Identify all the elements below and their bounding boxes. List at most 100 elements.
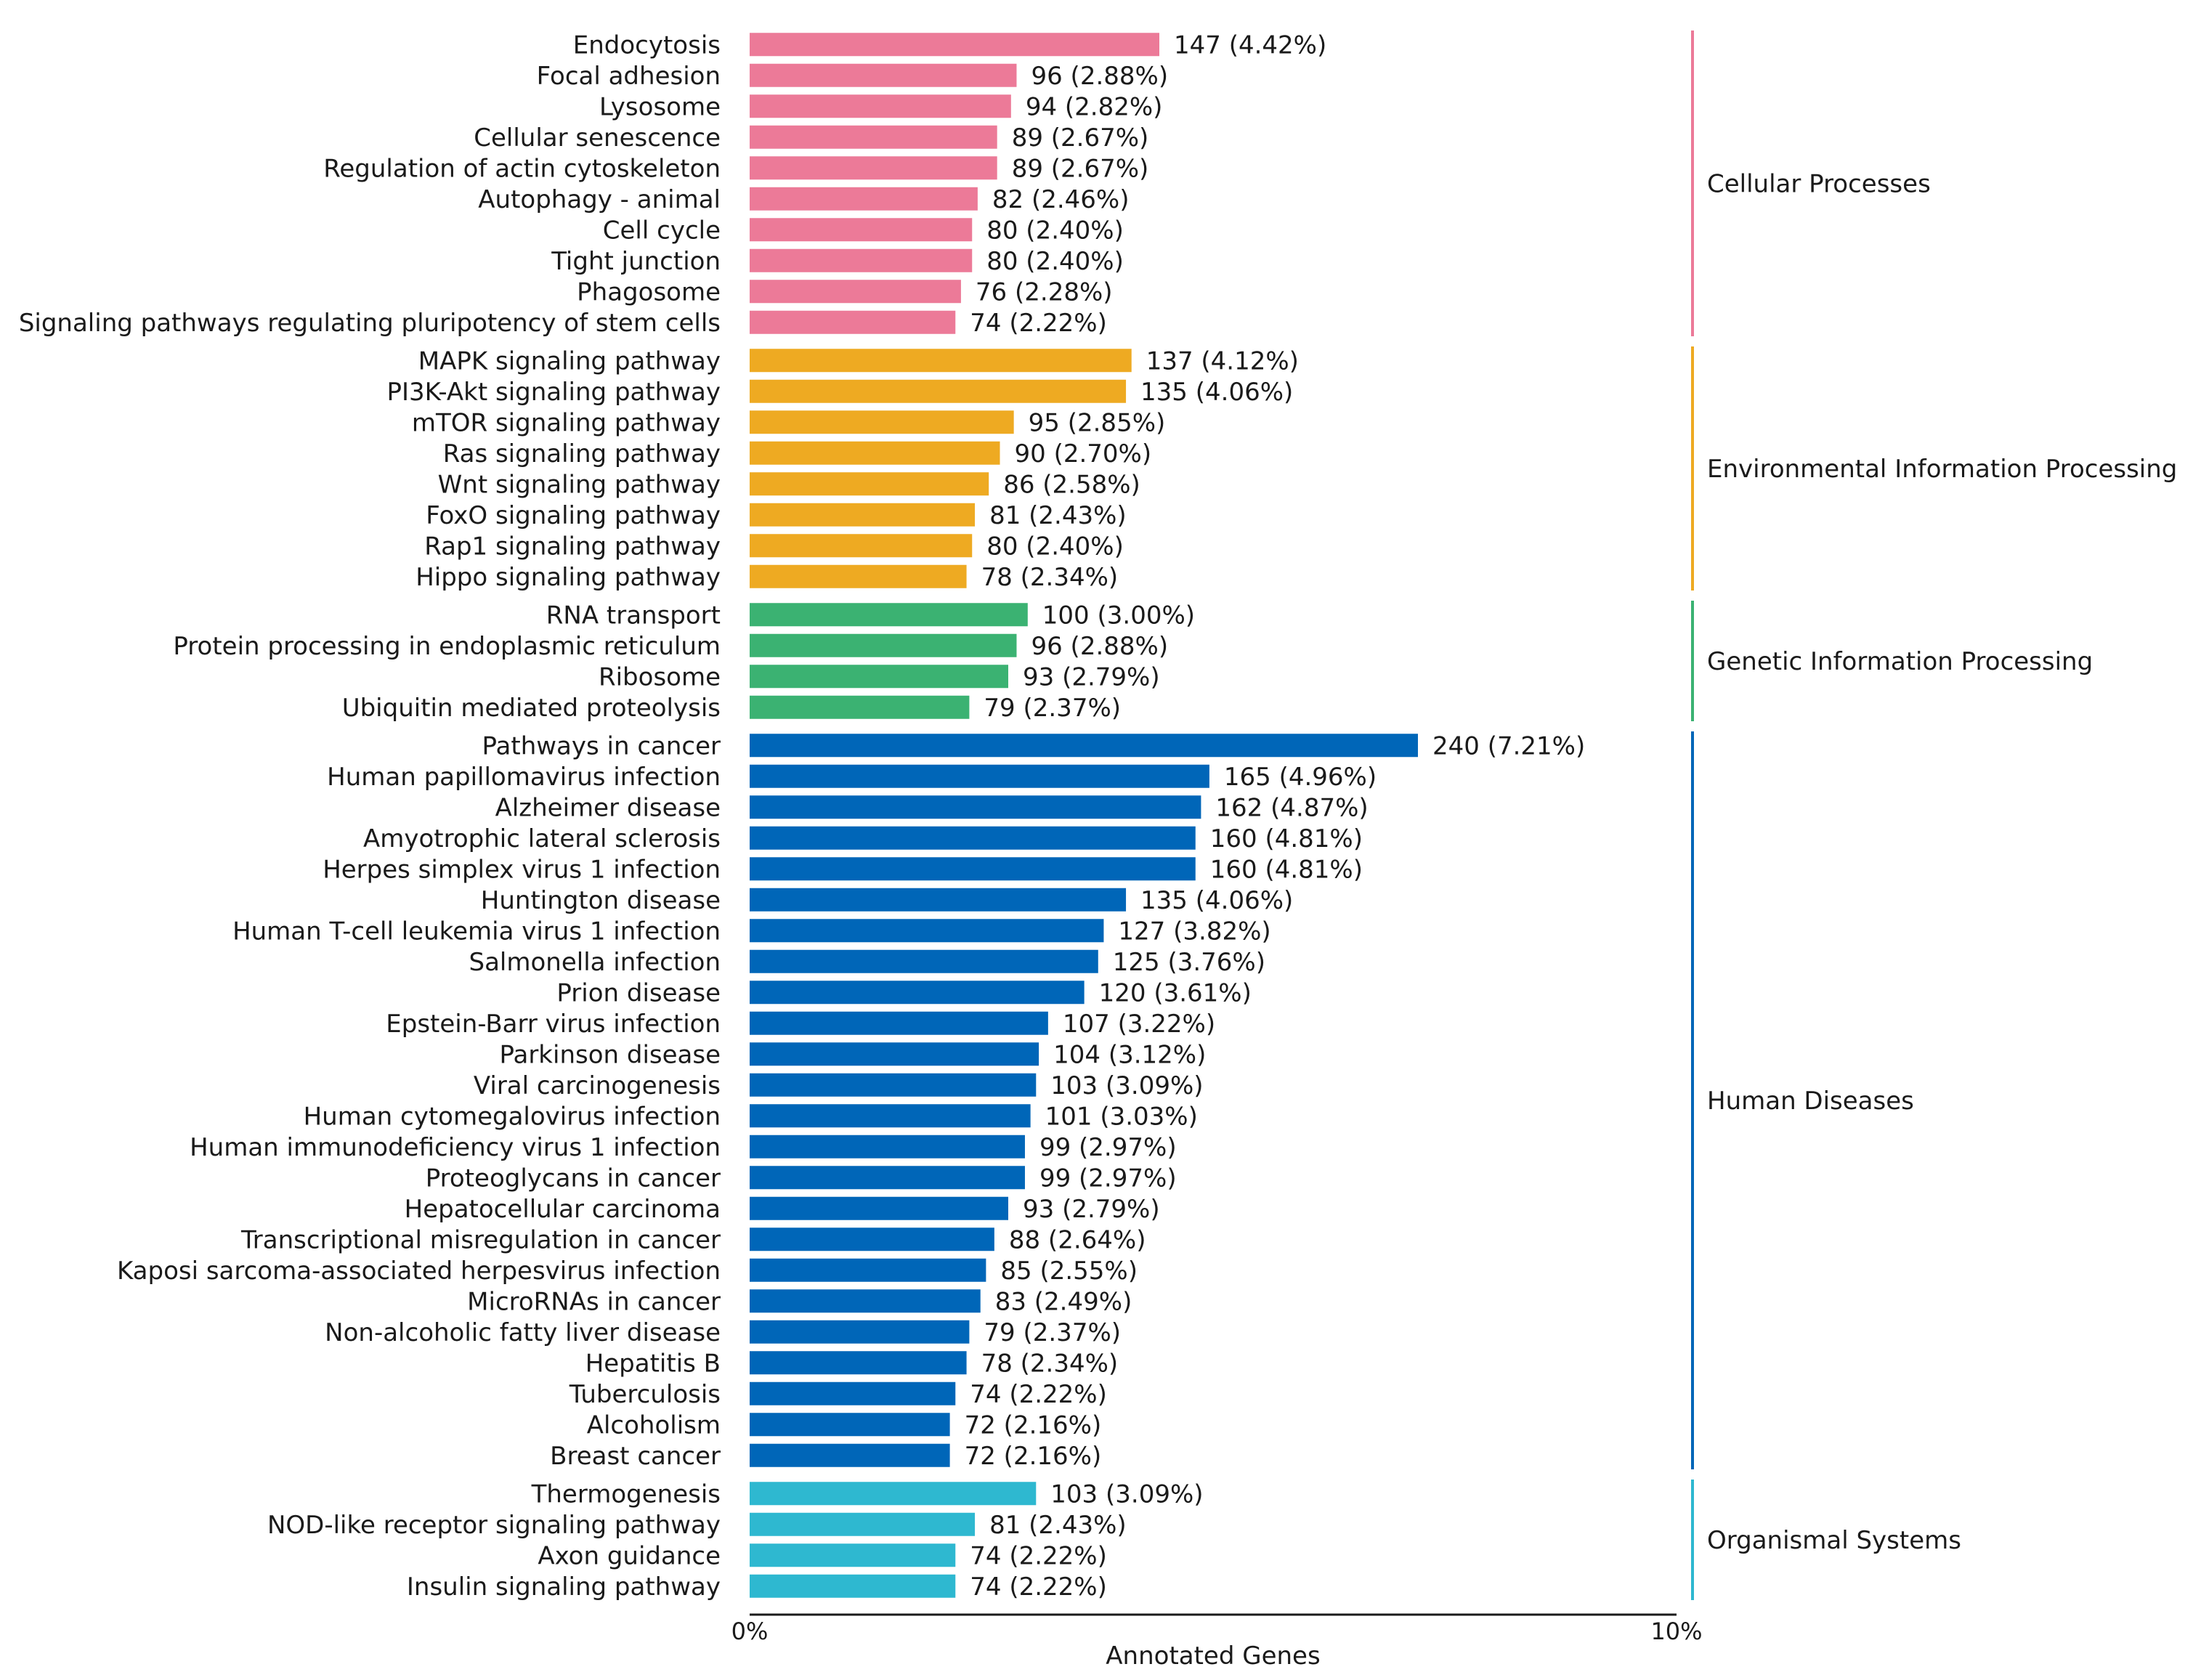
value-label: 99 (2.97%) (1039, 1164, 1177, 1193)
category-label: Hepatitis B (585, 1349, 721, 1378)
group-label: Genetic Information Processing (1707, 647, 2093, 676)
value-label: 86 (2.58%) (1003, 470, 1140, 499)
value-label: 120 (3.61%) (1099, 978, 1252, 1007)
category-label: Salmonella infection (469, 948, 721, 977)
bar (750, 857, 1196, 881)
bar (750, 1196, 1009, 1220)
value-label: 74 (2.22%) (970, 1541, 1107, 1570)
bar (750, 187, 978, 211)
category-label: Cellular senescence (474, 123, 721, 153)
category-label: FoxO signaling pathway (426, 501, 721, 530)
bar (750, 1543, 956, 1567)
category-label: Insulin signaling pathway (407, 1573, 721, 1602)
category-label: Epstein-Barr virus infection (386, 1010, 721, 1039)
value-label: 240 (7.21%) (1432, 731, 1585, 760)
category-label: Thermogenesis (531, 1480, 721, 1509)
value-label: 160 (4.81%) (1210, 855, 1363, 884)
value-label: 127 (3.82%) (1118, 917, 1270, 946)
category-label: Ras signaling pathway (443, 439, 721, 468)
category-label: Protein processing in endoplasmic reticu… (173, 632, 721, 661)
bar (750, 1351, 967, 1375)
value-label: 82 (2.46%) (992, 185, 1130, 214)
x-tick-label-0: 0% (731, 1618, 769, 1645)
category-label: Signaling pathways regulating pluripoten… (19, 309, 721, 338)
value-label: 160 (4.81%) (1210, 824, 1363, 853)
value-label: 96 (2.88%) (1031, 632, 1168, 661)
value-label: 101 (3.03%) (1045, 1102, 1198, 1131)
category-label: mTOR signaling pathway (412, 408, 721, 437)
bar (750, 734, 1418, 758)
value-label: 85 (2.55%) (1000, 1257, 1138, 1286)
bar (750, 218, 973, 242)
value-label: 72 (2.16%) (965, 1411, 1102, 1440)
category-label: Tuberculosis (569, 1380, 721, 1409)
bar (750, 888, 1127, 912)
category-label: Human papillomavirus infection (327, 763, 721, 792)
category-label: Herpes simplex virus 1 infection (323, 855, 721, 884)
value-label: 107 (3.22%) (1063, 1010, 1215, 1039)
value-label: 135 (4.06%) (1140, 378, 1293, 407)
category-label: Proteoglycans in cancer (426, 1164, 721, 1193)
bar (750, 665, 1009, 689)
value-label: 88 (2.64%) (1009, 1225, 1146, 1254)
bar (750, 603, 1028, 627)
category-label: Axon guidance (538, 1541, 721, 1570)
category-label: Ubiquitin mediated proteolysis (342, 694, 721, 723)
bar (750, 1042, 1039, 1066)
category-label: Phagosome (577, 277, 721, 307)
group-label: Cellular Processes (1707, 170, 1931, 199)
category-label: Hippo signaling pathway (416, 563, 721, 592)
group-label: Human Diseases (1707, 1087, 1914, 1116)
bar (750, 1482, 1037, 1506)
bar (750, 534, 973, 558)
value-label: 96 (2.88%) (1031, 62, 1168, 91)
value-label: 90 (2.70%) (1015, 439, 1152, 468)
bar (750, 1227, 994, 1251)
value-label: 78 (2.34%) (981, 563, 1119, 592)
category-label: Human cytomegalovirus infection (304, 1102, 721, 1131)
bar (750, 1574, 956, 1598)
value-label: 89 (2.67%) (1012, 123, 1149, 153)
category-label: Regulation of actin cytoskeleton (323, 154, 721, 183)
x-axis: 0% 10% Annotated Genes (731, 1613, 1703, 1671)
value-label: 76 (2.28%) (976, 277, 1113, 307)
value-label: 93 (2.79%) (1023, 662, 1160, 691)
bar (750, 695, 970, 719)
value-label: 103 (3.09%) (1050, 1071, 1203, 1100)
category-label: Focal adhesion (537, 62, 721, 91)
bar (750, 1512, 976, 1536)
bar (750, 1289, 981, 1313)
bar (750, 125, 997, 149)
category-label: Wnt signaling pathway (438, 470, 721, 499)
x-tick-label-10: 10% (1650, 1618, 1702, 1645)
bar (750, 1443, 950, 1467)
value-label: 162 (4.87%) (1215, 793, 1368, 822)
category-label: PI3K-Akt signaling pathway (386, 378, 721, 407)
category-label: MAPK signaling pathway (418, 346, 721, 376)
group-label: Organismal Systems (1707, 1526, 1961, 1555)
bar (750, 1258, 986, 1282)
value-label: 104 (3.12%) (1053, 1040, 1206, 1069)
bars-layer: Endocytosis 147 (4.42%) Focal adhesion 96 (… (19, 31, 2177, 1602)
category-label: Viral carcinogenesis (474, 1071, 721, 1100)
value-label: 89 (2.67%) (1012, 154, 1149, 183)
value-label: 74 (2.22%) (970, 1573, 1107, 1602)
value-label: 137 (4.12%) (1146, 346, 1299, 376)
value-label: 79 (2.37%) (984, 694, 1121, 723)
bar (750, 1104, 1031, 1128)
bar (750, 63, 1017, 87)
bar (750, 33, 1159, 57)
value-label: 79 (2.37%) (984, 1318, 1121, 1347)
bar (750, 503, 976, 527)
bar (750, 248, 973, 272)
value-label: 74 (2.22%) (970, 309, 1107, 338)
value-label: 94 (2.82%) (1026, 92, 1163, 121)
category-label: Endocytosis (573, 31, 721, 60)
category-label: Kaposi sarcoma-associated herpesvirus in… (117, 1257, 721, 1286)
category-label: Human immunodeficiency virus 1 infection (190, 1133, 721, 1162)
value-label: 81 (2.43%) (989, 501, 1127, 530)
bar (750, 633, 1017, 657)
bar (750, 564, 967, 588)
value-label: 147 (4.42%) (1174, 31, 1326, 60)
category-label: Ribosome (599, 662, 721, 691)
